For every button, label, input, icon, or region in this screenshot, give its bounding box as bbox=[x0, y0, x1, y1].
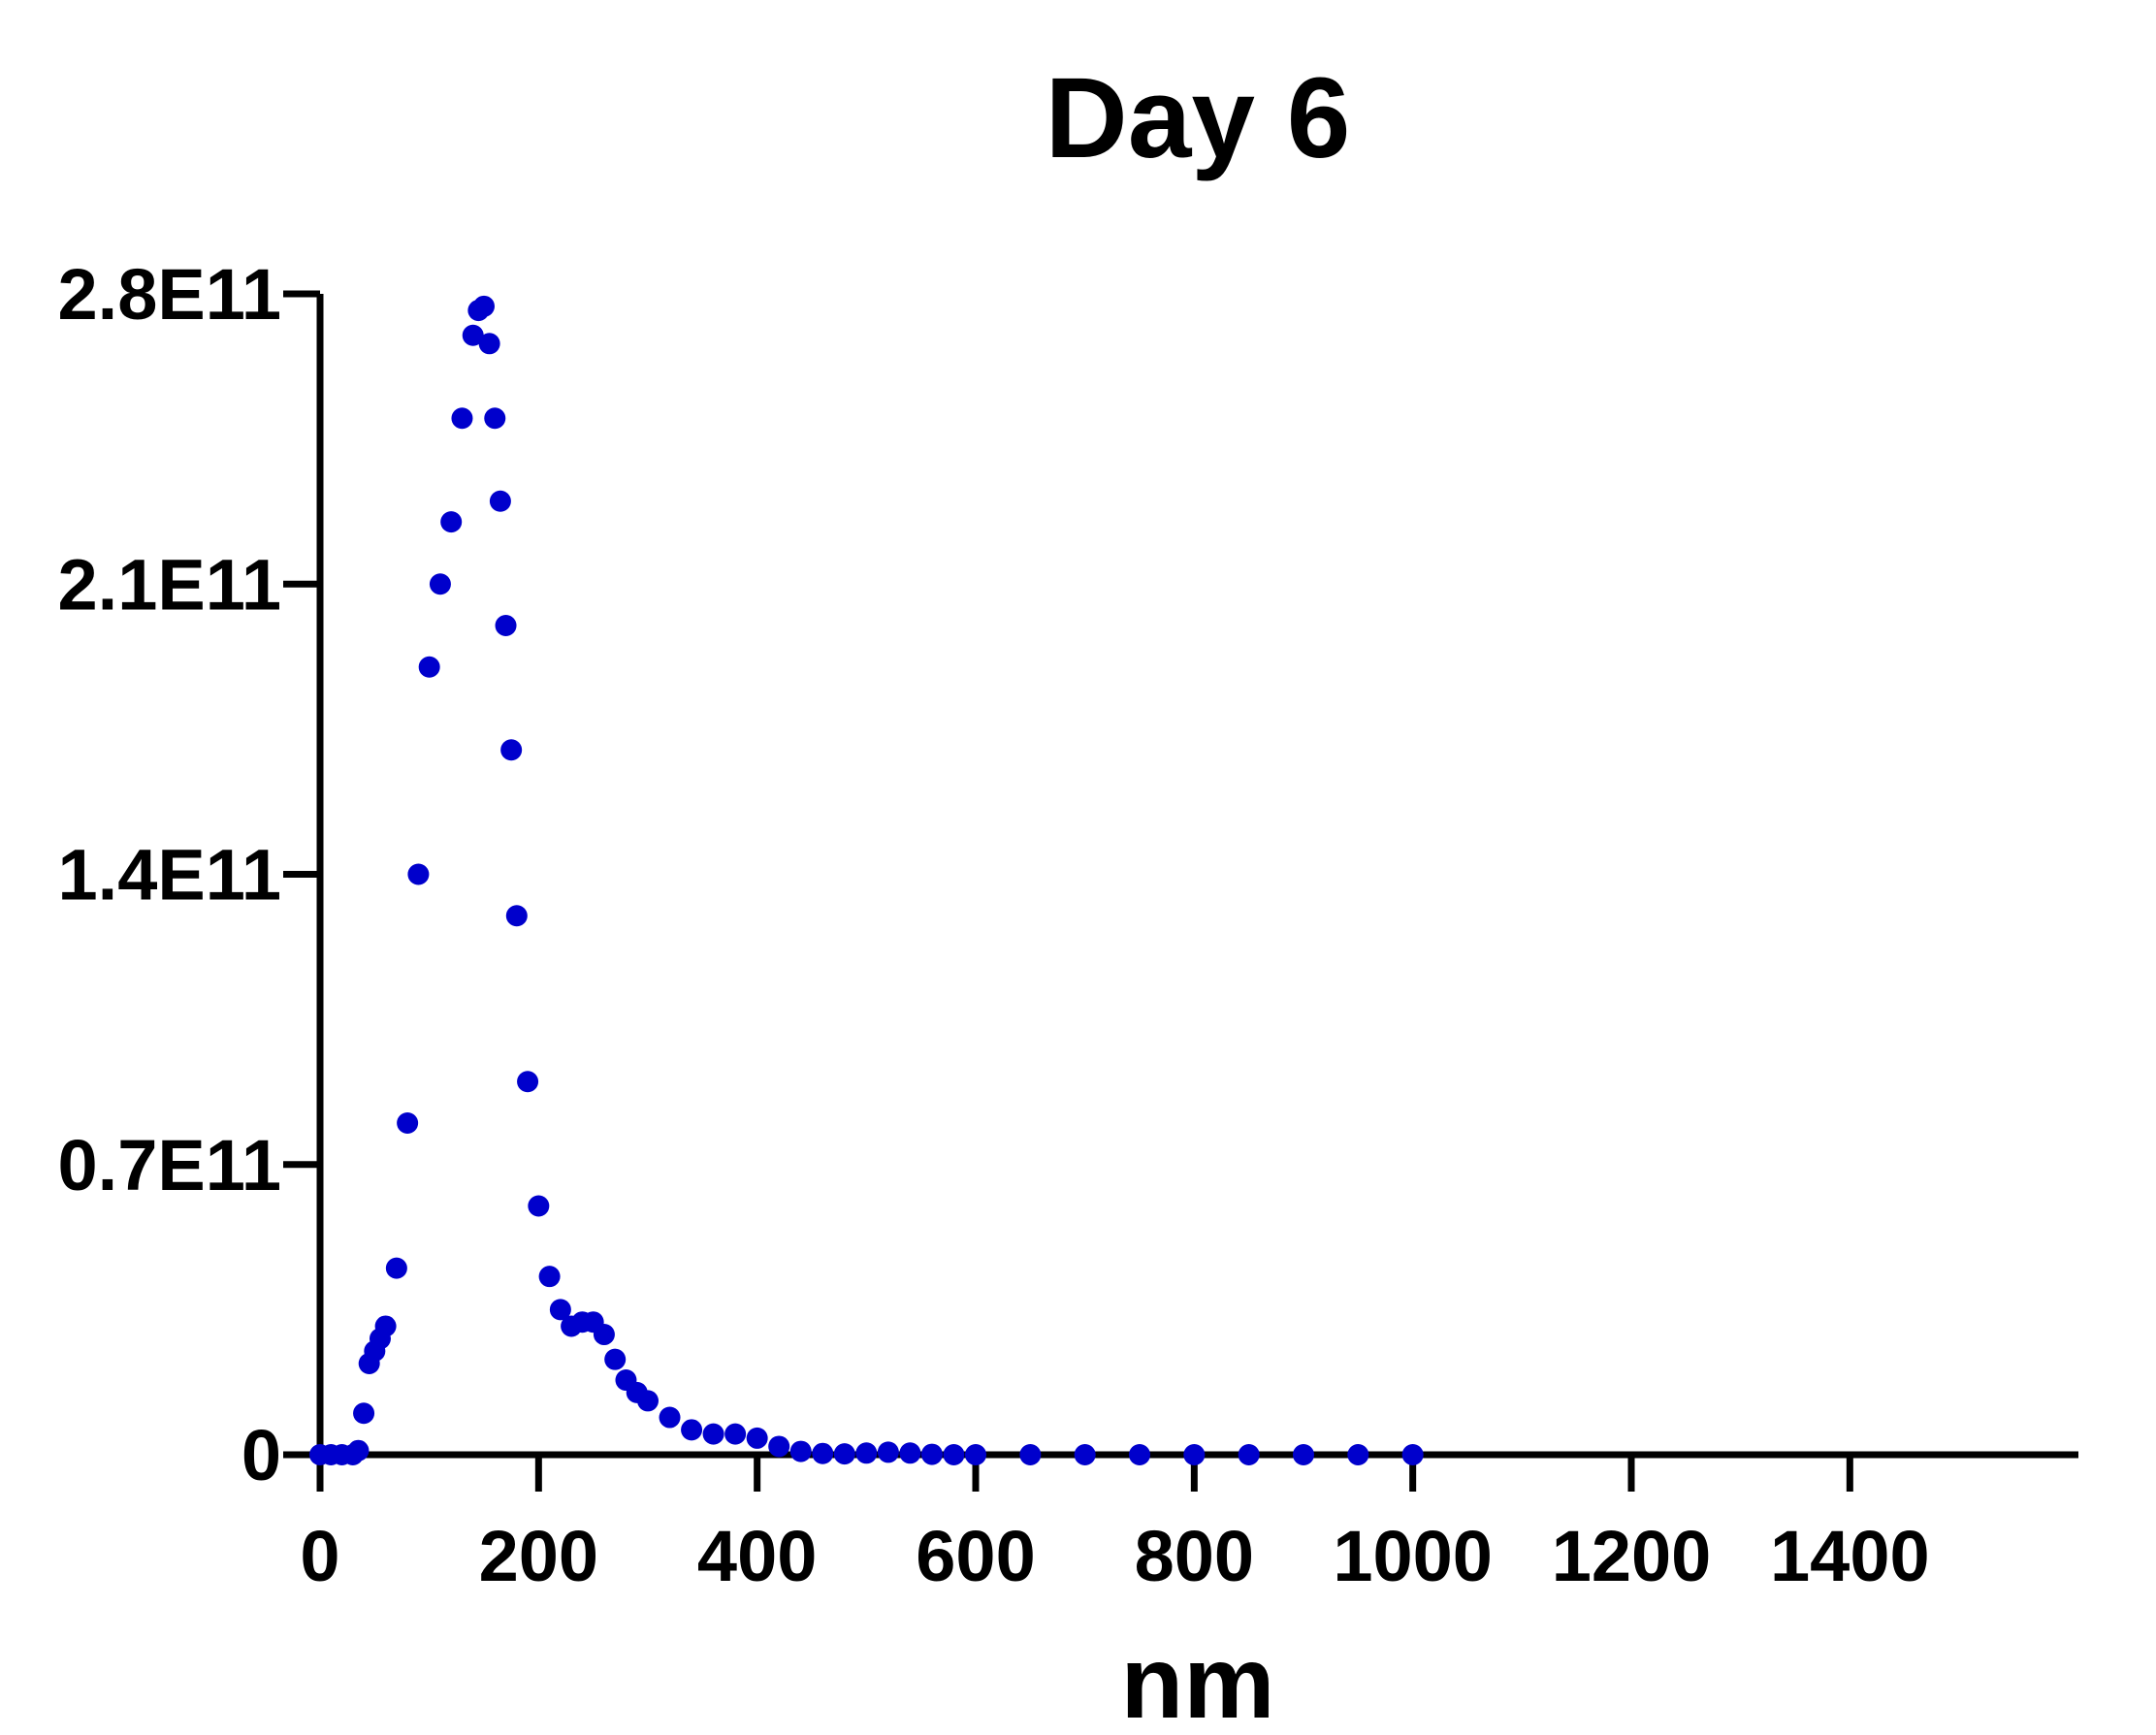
data-point bbox=[1347, 1444, 1369, 1465]
x-axis-label: nm bbox=[1121, 1625, 1275, 1735]
data-point bbox=[943, 1444, 965, 1465]
data-point bbox=[920, 1443, 943, 1465]
x-tick-label: 1200 bbox=[1552, 1516, 1712, 1596]
data-point bbox=[528, 1195, 550, 1217]
x-tick-label: 0 bbox=[300, 1516, 339, 1596]
chart-title: Day 6 bbox=[1046, 54, 1351, 182]
data-point bbox=[538, 1266, 561, 1288]
data-point bbox=[1129, 1444, 1150, 1465]
data-point bbox=[374, 1315, 397, 1337]
data-point bbox=[473, 295, 495, 317]
data-point bbox=[478, 333, 500, 355]
data-point bbox=[462, 324, 484, 346]
x-tick-label: 200 bbox=[479, 1516, 598, 1596]
data-point bbox=[877, 1441, 899, 1463]
data-point bbox=[768, 1435, 790, 1458]
data-point bbox=[604, 1348, 627, 1370]
data-point bbox=[397, 1112, 419, 1134]
data-point bbox=[1401, 1444, 1424, 1465]
data-point bbox=[659, 1406, 681, 1429]
data-point bbox=[702, 1423, 724, 1445]
y-tick-label: 0.7E11 bbox=[58, 1125, 281, 1205]
data-point bbox=[451, 407, 473, 430]
data-points bbox=[309, 295, 1424, 1465]
data-point bbox=[833, 1443, 855, 1465]
data-point bbox=[1238, 1444, 1260, 1465]
data-point bbox=[681, 1419, 703, 1441]
axes: 0 200 400 600 800 1000 1200 1400 0 0.7E11 1.4E11 2.… bbox=[58, 254, 2078, 1596]
data-point bbox=[746, 1427, 768, 1449]
data-point bbox=[418, 656, 440, 678]
data-point bbox=[1183, 1444, 1206, 1465]
x-tick-label: 1000 bbox=[1333, 1516, 1493, 1596]
x-tick-label: 400 bbox=[697, 1516, 817, 1596]
data-point bbox=[1074, 1444, 1096, 1465]
data-point bbox=[1019, 1444, 1042, 1465]
data-point bbox=[353, 1402, 375, 1425]
data-point bbox=[812, 1442, 834, 1464]
y-tick-label: 2.8E11 bbox=[58, 254, 281, 335]
y-tick-label: 2.1E11 bbox=[58, 544, 281, 625]
data-point bbox=[489, 490, 511, 512]
data-point bbox=[965, 1444, 986, 1465]
data-point bbox=[505, 905, 528, 927]
data-point bbox=[407, 863, 430, 885]
data-point bbox=[899, 1442, 921, 1464]
data-point bbox=[1293, 1444, 1314, 1465]
x-tick-label: 1400 bbox=[1770, 1516, 1930, 1596]
data-point bbox=[440, 511, 463, 533]
data-point bbox=[549, 1299, 571, 1321]
data-point bbox=[517, 1071, 539, 1093]
data-point bbox=[500, 739, 523, 761]
data-point bbox=[789, 1440, 812, 1462]
data-point bbox=[593, 1324, 615, 1346]
data-point bbox=[484, 407, 506, 430]
data-point bbox=[347, 1439, 370, 1462]
data-point bbox=[385, 1257, 407, 1279]
data-point bbox=[855, 1442, 878, 1464]
y-tick-label: 1.4E11 bbox=[58, 835, 281, 916]
data-point bbox=[495, 615, 517, 636]
data-point bbox=[637, 1390, 659, 1412]
data-point bbox=[724, 1423, 747, 1445]
x-tick-label: 600 bbox=[916, 1516, 1035, 1596]
x-tick-label: 800 bbox=[1135, 1516, 1254, 1596]
y-tick-label: 0 bbox=[241, 1415, 281, 1495]
data-point bbox=[429, 573, 451, 595]
